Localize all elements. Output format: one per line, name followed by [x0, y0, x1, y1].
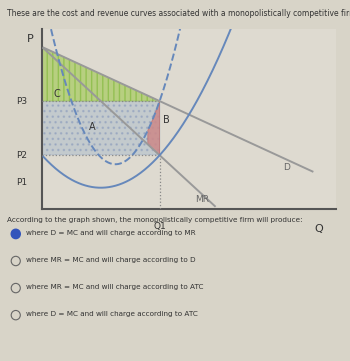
Text: where D = MC and will charge according to ATC: where D = MC and will charge according t… — [26, 311, 198, 317]
Text: P2: P2 — [16, 151, 27, 160]
Text: MR: MR — [195, 195, 209, 204]
Text: where MR = MC and will charge according to D: where MR = MC and will charge according … — [26, 257, 196, 263]
Text: P: P — [27, 34, 34, 44]
Text: These are the cost and revenue curves associated with a monopolistically competi: These are the cost and revenue curves as… — [7, 9, 350, 18]
Text: where D = MC and will charge according to MR: where D = MC and will charge according t… — [26, 230, 196, 236]
Text: where MR = MC and will charge according to ATC: where MR = MC and will charge according … — [26, 284, 204, 290]
Polygon shape — [42, 101, 160, 155]
Text: Q: Q — [314, 224, 323, 234]
Text: Q1: Q1 — [153, 222, 166, 231]
Polygon shape — [42, 47, 160, 101]
Polygon shape — [148, 101, 160, 155]
Text: P1: P1 — [16, 178, 27, 187]
Text: P3: P3 — [16, 97, 27, 105]
Text: According to the graph shown, the monopolistically competitive firm will produce: According to the graph shown, the monopo… — [7, 217, 303, 223]
Text: A: A — [89, 122, 96, 132]
Text: C: C — [54, 88, 61, 99]
Text: B: B — [162, 115, 169, 125]
Text: D: D — [283, 163, 290, 172]
